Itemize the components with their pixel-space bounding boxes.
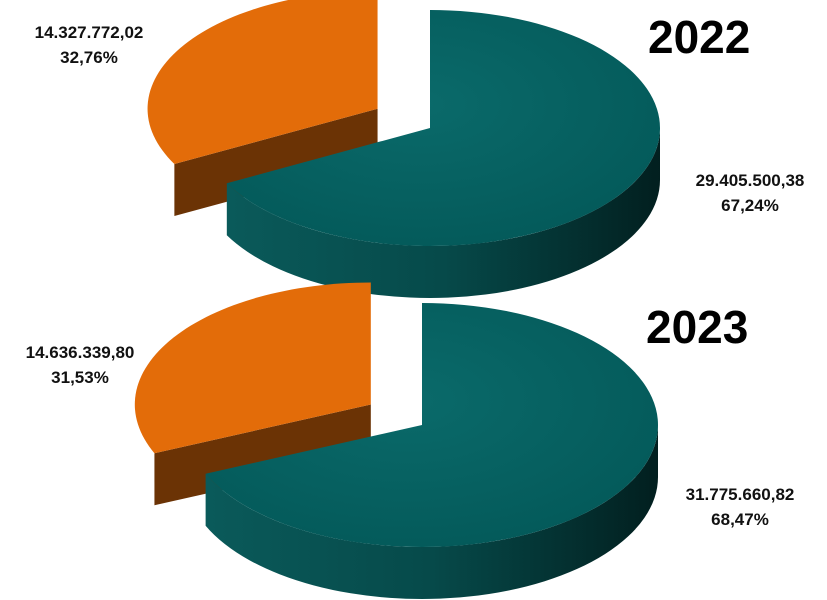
slice-percent-label: 32,76%	[60, 48, 118, 67]
slice-label-2023-orange: 14.636.339,80 31,53%	[0, 340, 160, 390]
slice-percent-label: 31,53%	[51, 368, 109, 387]
pie-slice-2022-0-top	[147, 0, 378, 165]
slice-value-label: 31.775.660,82	[685, 485, 795, 504]
pie-chart-2023	[134, 282, 658, 599]
slice-label-2022-teal: 29.405.500,38 67,24%	[675, 168, 825, 218]
pie-chart-2022	[147, 0, 660, 298]
pie-slice-2022-1-side	[226, 128, 660, 298]
pie-slice-2023-1-top	[205, 303, 658, 547]
slice-value-label: 29.405.500,38	[695, 171, 805, 190]
chart-title-2023: 2023	[646, 301, 749, 353]
pie-slice-2023-0-top	[134, 282, 371, 454]
slice-value-label: 14.327.772,02	[34, 23, 144, 42]
slice-percent-label: 67,24%	[721, 196, 779, 215]
pie-slice-2022-0-wall	[174, 108, 378, 217]
pie-slice-2022-0	[147, 0, 378, 217]
pie-slice-2023-1	[205, 303, 658, 599]
pie-slice-2022-1-top	[226, 10, 660, 246]
slice-label-2022-orange: 14.327.772,02 32,76%	[4, 20, 174, 70]
slice-percent-label: 68,47%	[711, 510, 769, 529]
chart-title-2022: 2022	[648, 11, 751, 63]
pie-slice-2023-1-side	[205, 425, 658, 599]
slice-value-label: 14.636.339,80	[25, 343, 135, 362]
pie-slice-2022-1	[226, 10, 660, 298]
slice-label-2023-teal: 31.775.660,82 68,47%	[660, 482, 820, 532]
